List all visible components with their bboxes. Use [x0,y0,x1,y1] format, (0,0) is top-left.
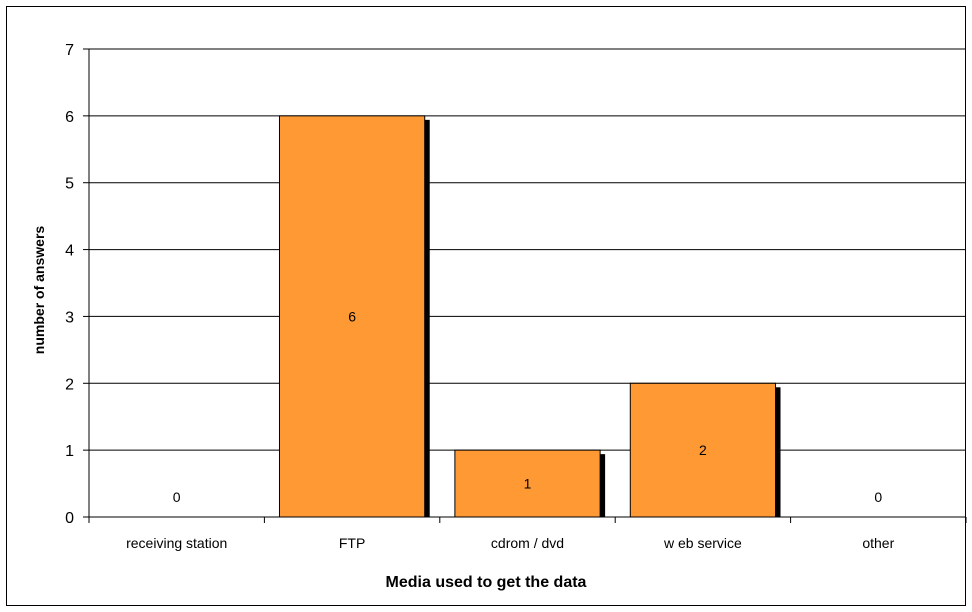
data-label: 0 [874,489,882,505]
y-axis-title: number of answers [31,226,47,355]
bar-ftp [278,115,426,518]
labels: 0 1 2 3 4 5 6 7 0 receiving station 6 FTP 1 cdrom / d… [65,42,894,551]
gridlines [89,48,966,451]
bar-w-eb-service [629,382,777,518]
y-tick-label: 3 [65,309,74,326]
y-tick-label: 7 [65,42,74,59]
y-tick-label: 2 [65,376,74,393]
y-tick-label: 4 [65,243,74,260]
y-tick-label: 6 [65,109,74,126]
bars [278,115,781,518]
y-tick-label: 5 [65,176,74,193]
data-label: 0 [173,489,181,505]
y-tick-label: 0 [65,510,74,527]
x-tick-label: FTP [339,535,365,551]
x-tick-label: other [862,535,894,551]
y-tick-label: 1 [65,443,74,460]
data-label: 2 [699,442,707,458]
x-axis-title: Media used to get the data [386,574,587,591]
x-tick-label: receiving station [126,535,227,551]
bar-cdrom-dvd [454,449,601,518]
axes [83,48,967,523]
x-tick-label: cdrom / dvd [491,535,564,551]
data-label: 1 [524,476,532,492]
x-tick-label: w eb service [663,535,742,551]
data-label: 6 [348,308,356,324]
